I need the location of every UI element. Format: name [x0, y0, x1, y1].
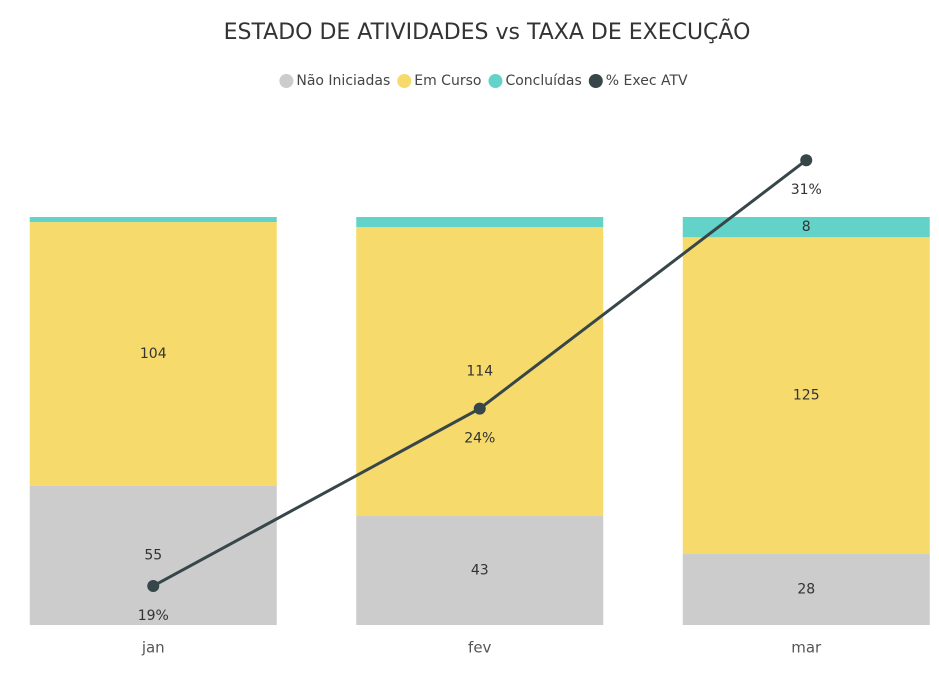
data-label: 8 — [802, 219, 811, 235]
legend-marker — [397, 74, 412, 88]
bar-segment — [356, 217, 604, 228]
bar-segment — [29, 217, 277, 223]
data-label: 125 — [793, 388, 820, 404]
legend-label: Em Curso — [414, 73, 481, 89]
data-label: 55 — [144, 547, 162, 563]
legend-label: % Exec ATV — [606, 73, 688, 89]
line-marker — [800, 154, 813, 167]
data-label: 43 — [471, 563, 489, 579]
line-marker — [473, 402, 486, 415]
x-tick-label: mar — [791, 639, 822, 657]
data-label: 28 — [797, 582, 815, 598]
chart-title: ESTADO DE ATIVIDADES vs TAXA DE EXECUÇÃO — [224, 18, 751, 45]
bar-segment — [682, 217, 930, 238]
data-label: 104 — [140, 346, 167, 362]
legend-marker — [279, 74, 294, 88]
x-tick-label: jan — [141, 639, 165, 657]
legend-label: Não Iniciadas — [296, 73, 390, 89]
legend-label: Concluídas — [505, 73, 581, 89]
line-marker — [147, 579, 160, 592]
data-label: 19% — [138, 608, 169, 624]
legend-marker — [488, 74, 503, 88]
bar-segment — [682, 554, 930, 625]
bar-segment — [356, 227, 604, 517]
x-tick-label: fev — [468, 639, 492, 657]
bar-segment — [29, 485, 277, 625]
bar-segment — [29, 222, 277, 486]
bar-segment — [682, 237, 930, 555]
data-label: 31% — [791, 182, 822, 198]
bar-segment — [356, 516, 604, 625]
data-label: 24% — [464, 431, 495, 447]
data-label: 114 — [466, 364, 493, 380]
legend-marker — [588, 74, 603, 88]
